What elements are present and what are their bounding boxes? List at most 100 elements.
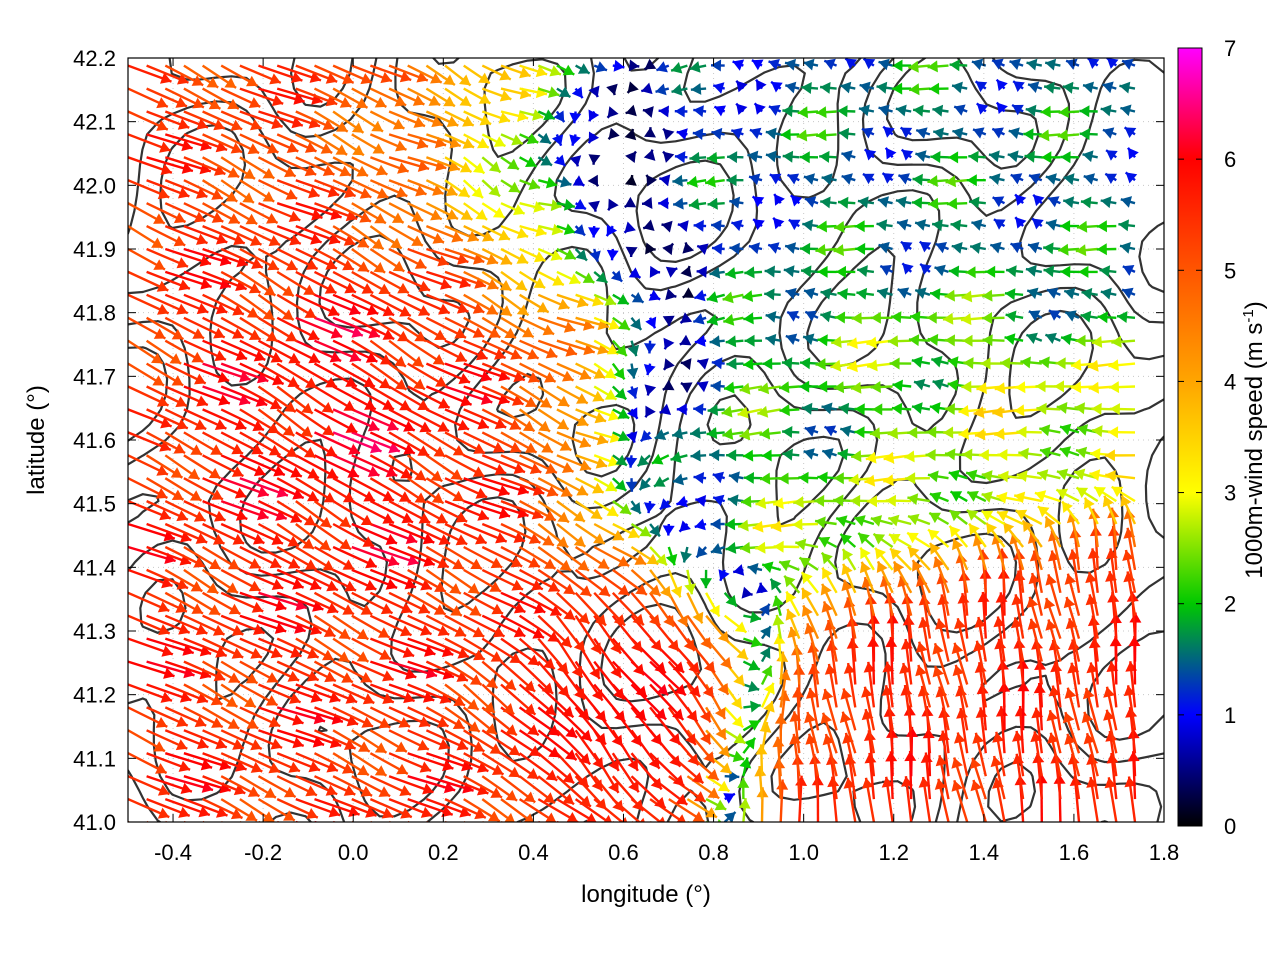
wind-arrow — [721, 405, 744, 418]
wind-arrow — [295, 568, 339, 592]
wind-arrow — [835, 265, 856, 278]
wind-arrow — [723, 614, 748, 634]
wind-arrow — [481, 775, 518, 802]
y-tick-label: 42.0 — [73, 173, 116, 198]
wind-arrow — [1047, 732, 1062, 777]
wind-arrow — [693, 472, 707, 484]
wind-arrow — [351, 729, 388, 754]
wind-arrow — [747, 150, 763, 163]
wind-arrow — [128, 225, 164, 249]
wind-arrow — [755, 497, 781, 509]
wind-arrow — [1047, 196, 1061, 208]
wind-arrow — [654, 429, 670, 440]
wind-arrow — [695, 495, 707, 507]
wind-arrow — [651, 453, 670, 465]
wind-arrow — [885, 636, 898, 685]
wind-arrow — [314, 316, 364, 338]
wind-arrow — [462, 660, 499, 690]
x-tick-label: 0.2 — [428, 840, 459, 865]
wind-arrow — [859, 546, 875, 571]
wind-arrow — [164, 270, 212, 290]
wind-arrow — [369, 156, 410, 174]
wind-arrow — [332, 156, 369, 177]
y-tick-label: 42.2 — [73, 46, 116, 71]
wind-arrow — [991, 127, 1005, 139]
wind-arrow — [896, 219, 912, 231]
wind-arrow — [369, 706, 411, 728]
wind-arrow — [968, 150, 986, 163]
wind-arrow — [388, 775, 434, 795]
wind-arrow — [463, 408, 507, 430]
wind-arrow — [913, 378, 931, 391]
wind-arrow — [332, 316, 381, 339]
wind-arrow — [128, 797, 170, 819]
wind-arrow — [332, 454, 380, 477]
wind-arrow — [202, 202, 241, 225]
wind-arrow — [742, 719, 761, 732]
wind-arrow — [425, 729, 469, 751]
wind-arrow — [1025, 264, 1043, 277]
wind-arrow — [146, 247, 189, 269]
wind-arrow — [295, 247, 338, 270]
wind-arrow — [950, 219, 968, 232]
wind-arrow — [643, 500, 656, 514]
wind-arrow — [911, 402, 931, 414]
wind-arrow — [992, 196, 1006, 208]
wind-arrow — [680, 358, 692, 370]
wind-arrow — [351, 454, 398, 478]
wind-arrow — [954, 732, 969, 777]
wind-arrow — [1100, 104, 1117, 117]
wind-arrow — [239, 775, 277, 799]
wind-arrow — [840, 425, 856, 437]
wind-arrow — [538, 820, 542, 822]
wind-arrow — [462, 156, 486, 175]
wind-arrow — [723, 792, 736, 804]
wind-arrow — [667, 592, 689, 628]
wind-arrow — [1018, 447, 1042, 460]
wind-arrow — [575, 385, 605, 402]
wind-arrow — [369, 87, 407, 107]
wind-arrow — [518, 752, 558, 782]
wind-arrow — [841, 173, 856, 185]
wind-arrow — [904, 450, 930, 463]
wind-arrow — [642, 219, 655, 231]
wind-arrow — [625, 431, 638, 443]
wind-arrow — [1075, 244, 1098, 257]
wind-arrow — [220, 591, 264, 613]
wind-arrow — [888, 533, 912, 549]
wind-arrow — [146, 591, 188, 613]
wind-arrow — [239, 706, 281, 728]
wind-arrow — [463, 316, 501, 339]
wind-arrow — [782, 105, 800, 118]
wind-arrow — [882, 125, 895, 138]
wind-arrow — [295, 224, 341, 245]
wind-arrow — [787, 173, 800, 185]
wind-arrow — [982, 334, 1005, 347]
wind-arrow — [981, 510, 1006, 526]
wind-arrow — [220, 752, 263, 773]
wind-arrow — [1016, 470, 1042, 482]
wind-arrow — [960, 313, 986, 326]
wind-arrow — [128, 293, 170, 315]
wind-arrow — [593, 431, 622, 443]
wind-arrow — [220, 293, 260, 319]
wind-arrow — [518, 614, 560, 643]
wind-arrow — [864, 752, 877, 800]
wind-arrow — [444, 752, 489, 773]
wind-arrow — [659, 174, 671, 187]
wind-arrow — [1004, 333, 1024, 345]
wind-arrow — [612, 293, 630, 306]
wind-arrow — [1034, 490, 1061, 503]
wind-arrow — [776, 779, 789, 822]
wind-arrow — [220, 64, 259, 87]
wind-arrow — [519, 500, 557, 522]
wind-arrow — [655, 61, 670, 73]
wind-arrow — [768, 104, 782, 116]
wind-arrow — [537, 293, 570, 310]
wind-arrow — [388, 545, 436, 567]
wind-arrow — [332, 477, 376, 503]
wind-arrow — [313, 247, 355, 271]
wind-arrow — [444, 408, 490, 430]
wind-arrow — [1013, 491, 1043, 504]
wind-arrow — [239, 798, 275, 822]
